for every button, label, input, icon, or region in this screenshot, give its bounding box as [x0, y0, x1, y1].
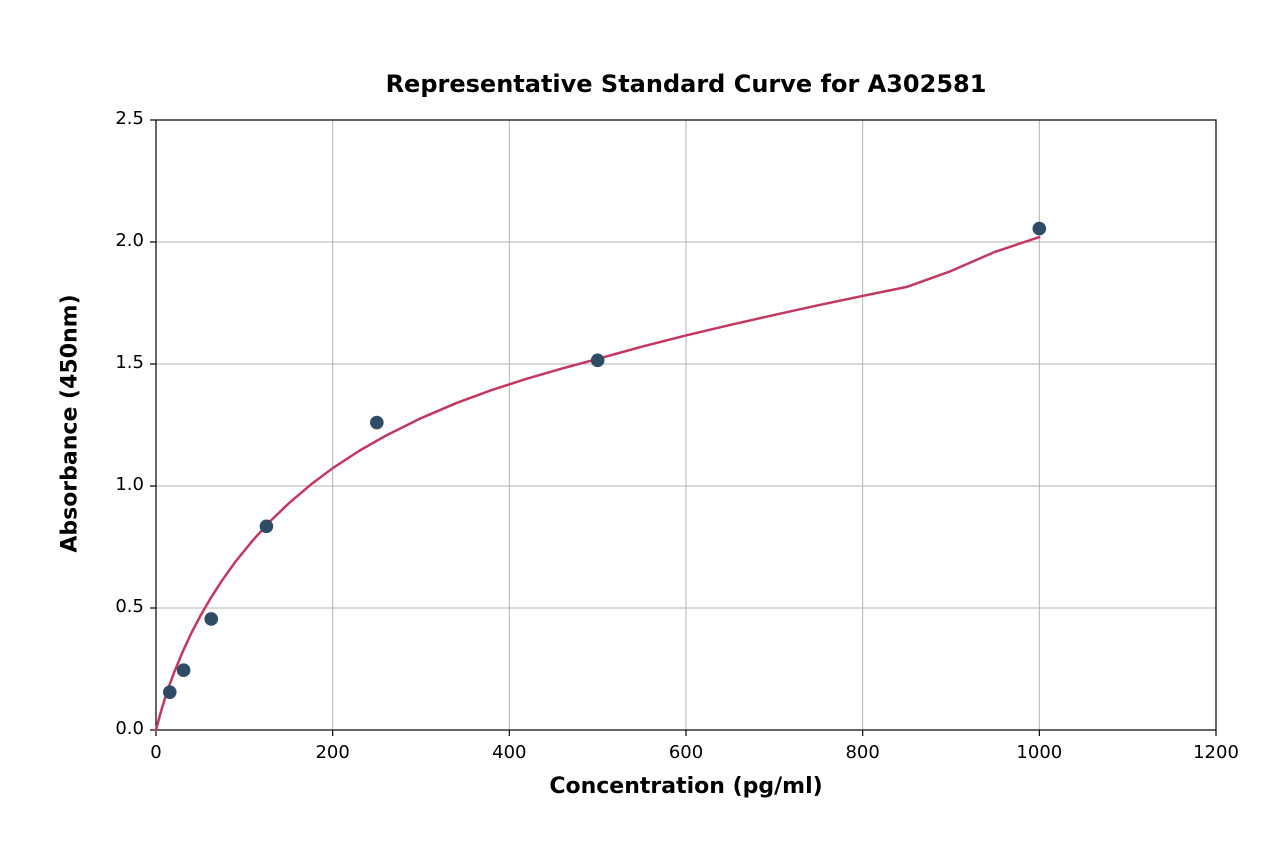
y-tick-label: 1.0 [84, 474, 144, 495]
data-point [163, 685, 177, 699]
chart-container: Representative Standard Curve for A30258… [0, 0, 1280, 845]
data-point [260, 519, 274, 533]
y-tick-label: 0.0 [84, 718, 144, 739]
x-tick-label: 1200 [1176, 742, 1256, 763]
data-point [591, 354, 605, 368]
x-tick-label: 800 [823, 742, 903, 763]
x-axis-label: Concentration (pg/ml) [156, 774, 1216, 799]
y-tick-label: 2.5 [84, 108, 144, 129]
chart-svg [0, 0, 1280, 845]
y-tick-label: 2.0 [84, 230, 144, 251]
y-axis-label: Absorbance (450nm) [58, 119, 83, 729]
data-point [370, 416, 384, 430]
data-point [1033, 222, 1047, 236]
y-tick-label: 1.5 [84, 352, 144, 373]
x-tick-label: 400 [469, 742, 549, 763]
data-point [177, 663, 191, 677]
x-tick-label: 0 [116, 742, 196, 763]
x-tick-label: 1000 [999, 742, 1079, 763]
chart-title: Representative Standard Curve for A30258… [156, 70, 1216, 98]
x-tick-label: 600 [646, 742, 726, 763]
fit-curve [156, 237, 1039, 730]
y-tick-label: 0.5 [84, 596, 144, 617]
data-point [204, 612, 218, 626]
x-tick-label: 200 [293, 742, 373, 763]
